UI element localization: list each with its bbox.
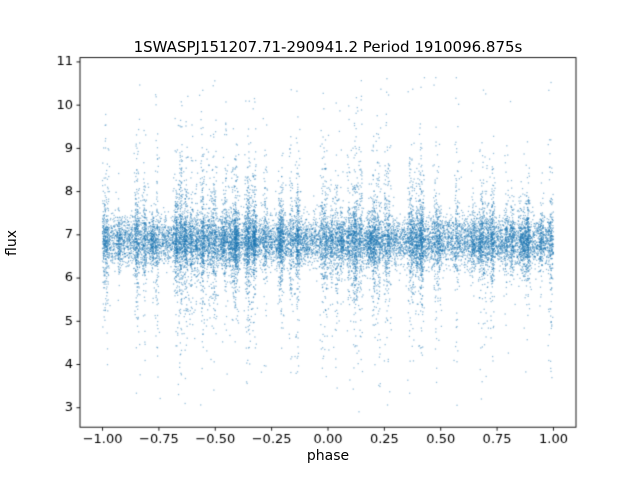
x-axis-label: phase (306, 448, 350, 464)
chart-title: 1SWASPJ151207.71-290941.2 Period 1910096… (133, 38, 523, 56)
y-axis-label: flux (4, 230, 20, 256)
